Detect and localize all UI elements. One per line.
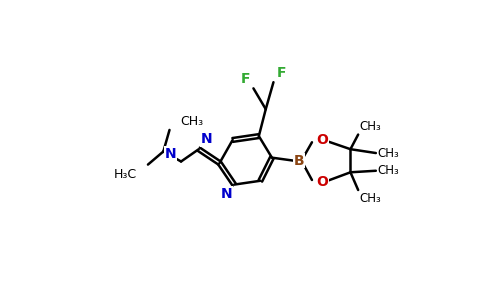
Text: F: F (276, 66, 286, 80)
Text: H₃C: H₃C (114, 168, 137, 181)
Text: N: N (165, 147, 177, 161)
Text: CH₃: CH₃ (360, 191, 381, 205)
Text: B: B (294, 154, 304, 168)
Text: CH₃: CH₃ (378, 146, 399, 160)
Text: N: N (200, 132, 212, 146)
Text: CH₃: CH₃ (180, 116, 203, 128)
Text: CH₃: CH₃ (378, 164, 399, 177)
Text: F: F (241, 72, 250, 86)
Text: O: O (317, 175, 329, 189)
Text: N: N (220, 187, 232, 201)
Text: O: O (317, 133, 329, 147)
Text: CH₃: CH₃ (360, 120, 381, 133)
